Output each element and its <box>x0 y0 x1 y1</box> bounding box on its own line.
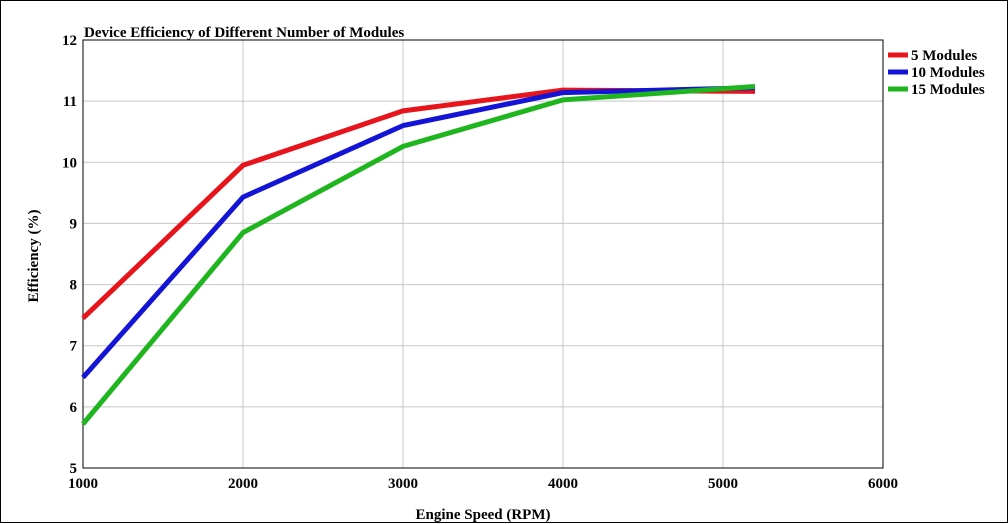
chart-title: Device Efficiency of Different Number of… <box>84 25 404 41</box>
plot-area <box>82 39 884 469</box>
y-tick-label: 12 <box>62 33 77 49</box>
y-tick-label: 9 <box>70 216 78 232</box>
series-line-3 <box>81 84 756 426</box>
y-tick-label: 5 <box>70 461 78 477</box>
grid-lines <box>82 39 884 469</box>
y-axis-ticks: 5 6 7 8 9 10 11 12 <box>62 33 78 477</box>
x-axis-label: Engine Speed (RPM) <box>416 507 551 523</box>
series-lines <box>81 84 756 426</box>
y-tick-label: 10 <box>62 155 77 171</box>
x-tick-label: 6000 <box>868 476 898 492</box>
y-tick-label: 8 <box>70 278 78 294</box>
x-tick-label: 3000 <box>388 476 418 492</box>
y-tick-label: 7 <box>70 339 78 355</box>
legend-label: 15 Modules <box>911 82 985 98</box>
x-tick-label: 2000 <box>228 476 258 492</box>
x-tick-label: 1000 <box>68 476 98 492</box>
legend-label: 5 Modules <box>911 48 977 64</box>
x-tick-label: 5000 <box>708 476 738 492</box>
y-tick-label: 11 <box>63 94 77 110</box>
x-axis-ticks: 1000 2000 3000 4000 5000 6000 <box>68 476 898 492</box>
y-tick-label: 6 <box>70 400 78 416</box>
series-line-2 <box>81 85 756 380</box>
legend-label: 10 Modules <box>911 65 985 81</box>
y-axis-label: Efficiency (%) <box>26 210 42 303</box>
x-tick-label: 4000 <box>548 476 578 492</box>
